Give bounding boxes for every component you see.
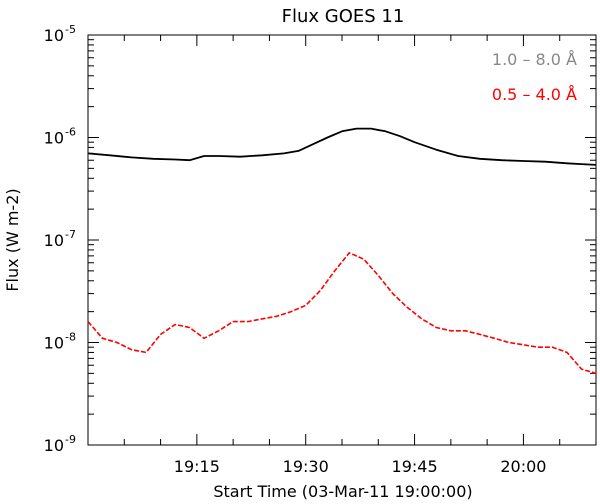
y-tick-label: 10 [44,231,64,250]
series-lines [87,127,597,375]
y-tick-exponent: -6 [65,126,76,139]
y-tick-exponent: -8 [65,331,76,344]
x-tick-label: 19:45 [392,457,438,476]
x-axis-label: Start Time (03-Mar-11 19:00:00) [213,482,472,501]
chart-title: Flux GOES 11 [282,6,405,27]
y-tick-exponent: -9 [65,433,76,446]
x-tick-label: 19:15 [174,457,220,476]
x-tick-label: 19:30 [283,457,329,476]
y-tick-label: 10 [44,334,64,353]
x-axis: 19:15 19:30 19:45 20:00 [123,35,561,476]
legend-entry: 0.5 – 4.0 Å [492,85,577,104]
legend: 1.0 – 8.0 Å 0.5 – 4.0 Å [492,50,577,104]
y-axis: 10-910-810-710-610-5 [44,23,596,455]
x-tick-label: 20:00 [500,457,546,476]
y-tick-label: 10 [44,26,64,45]
y-tick-exponent: -7 [65,228,76,241]
legend-entry: 1.0 – 8.0 Å [492,50,577,69]
y-tick-label: 10 [44,436,64,455]
y-tick-exponent: -5 [65,23,76,36]
y-tick-label: 10 [44,129,64,148]
y-axis-label: Flux (W m-2) [3,188,22,291]
series-line-short-wavelength [87,252,597,375]
series-line-long-wavelength [87,127,597,166]
